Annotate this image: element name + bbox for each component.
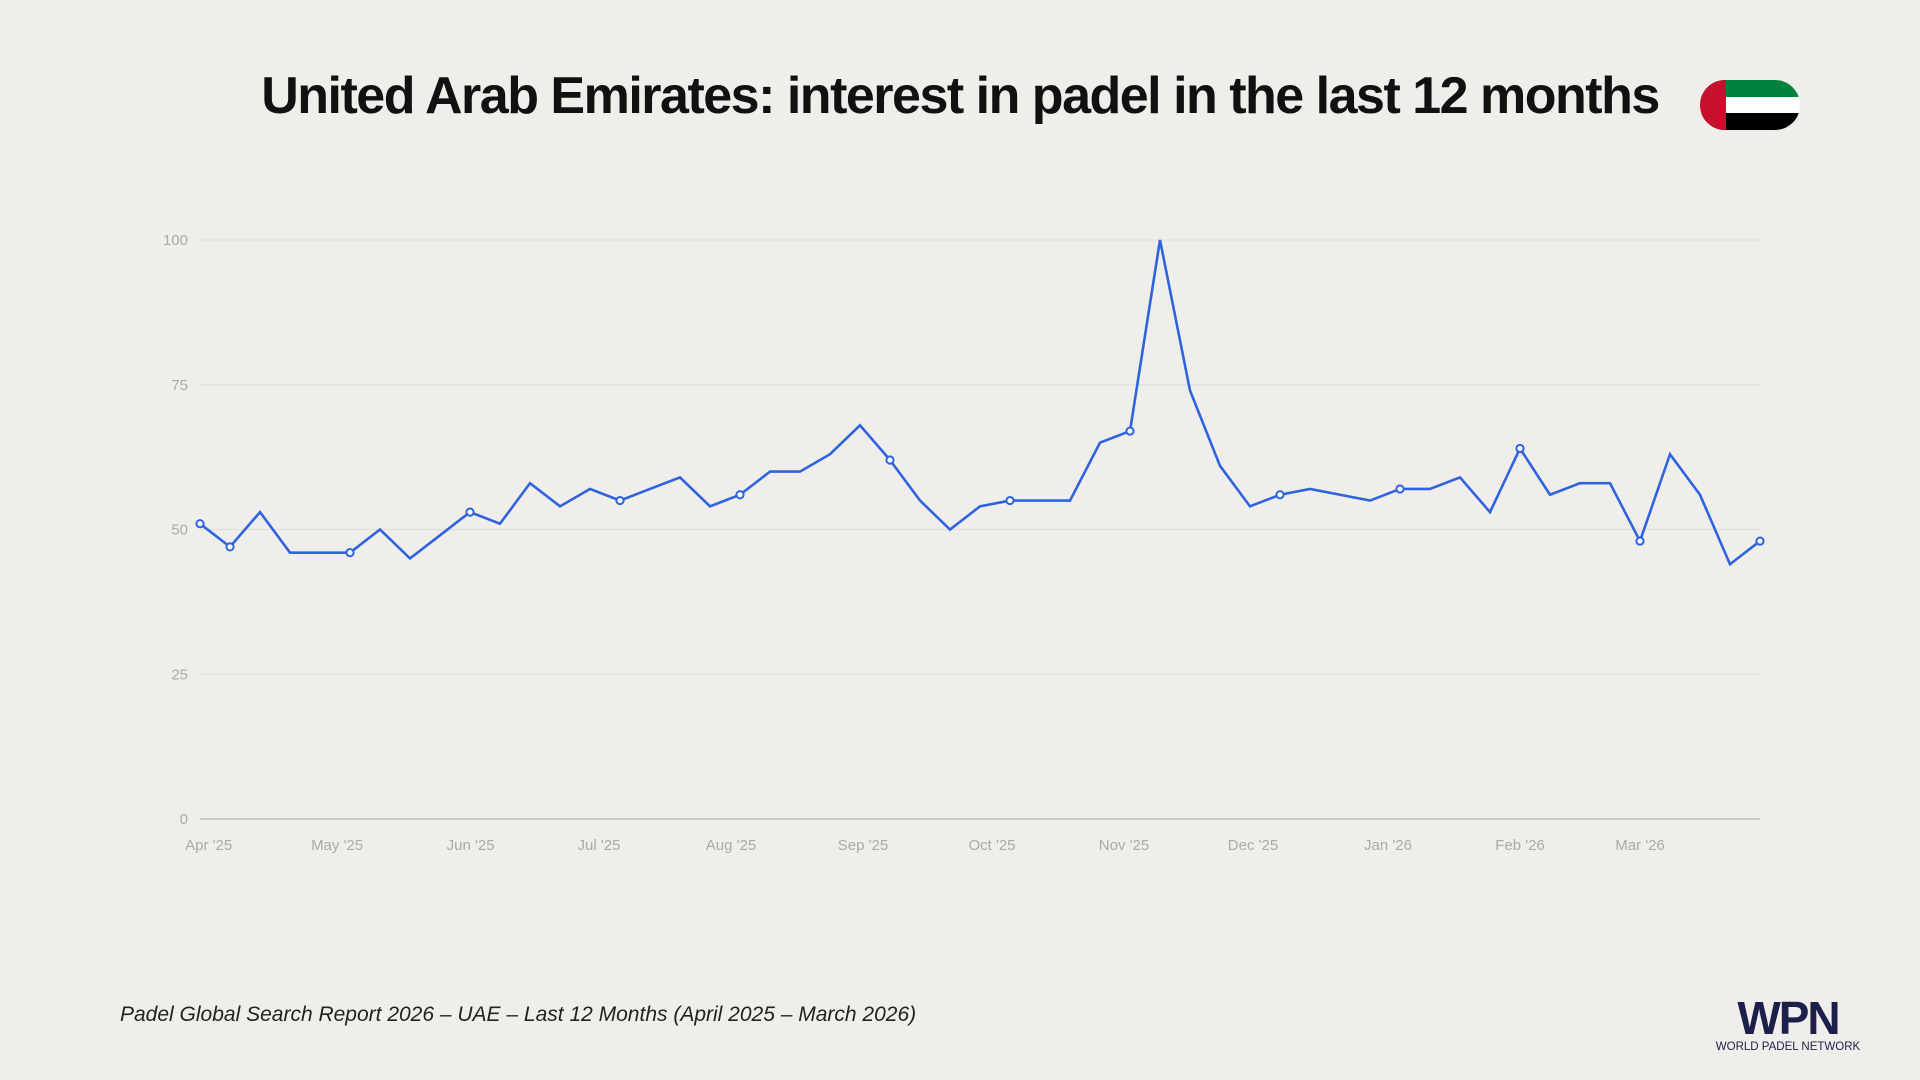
data-point: [1515, 443, 1525, 454]
data-point: [1125, 426, 1135, 436]
y-tick-label: 0: [180, 811, 188, 828]
data-point: [1005, 495, 1015, 506]
x-tick-label: Nov '25: [1099, 837, 1149, 854]
y-tick-label: 75: [171, 377, 188, 394]
x-tick-label: Mar '26: [1615, 837, 1665, 854]
data-point: [885, 455, 895, 465]
data-point: [735, 490, 745, 500]
data-point: [1395, 484, 1405, 494]
y-tick-label: 100: [163, 232, 188, 249]
series-line: [199, 239, 1761, 567]
wpn-logo: WPN WORLD PADEL NETWORK: [1688, 992, 1893, 1053]
svg-text:WORLD PADEL NETWORK: WORLD PADEL NETWORK: [1716, 1041, 1861, 1052]
data-point: [225, 542, 235, 552]
x-tick-label: Jan '26: [1364, 837, 1412, 854]
x-tick-label: Dec '25: [1228, 837, 1278, 854]
data-point: [1275, 490, 1285, 500]
footer-source: Padel Global Search Report 2026 – UAE – …: [120, 1003, 917, 1026]
uae-flag-icon: [1700, 80, 1800, 130]
x-tick-label: Aug '25: [706, 837, 756, 854]
data-point: [195, 519, 205, 529]
chart-title: United Arab Emirates: interest in padel …: [261, 67, 1660, 125]
x-tick-label: Jun '25: [447, 837, 495, 854]
data-point: [615, 495, 625, 506]
x-tick-label: Feb '26: [1495, 837, 1545, 854]
x-tick-label: May '25: [311, 837, 363, 854]
x-tick-label: Sep '25: [838, 837, 888, 854]
y-tick-label: 25: [171, 666, 188, 683]
data-point: [1755, 536, 1765, 546]
data-point: [465, 507, 475, 517]
x-tick-label: Oct '25: [968, 837, 1015, 854]
svg-text:WPN: WPN: [1737, 996, 1838, 1044]
x-tick-label: Jul '25: [578, 837, 621, 854]
y-tick-label: 50: [171, 522, 188, 539]
data-point: [345, 548, 355, 558]
x-tick-label: Apr '25: [185, 837, 232, 854]
data-point: [1635, 536, 1645, 546]
